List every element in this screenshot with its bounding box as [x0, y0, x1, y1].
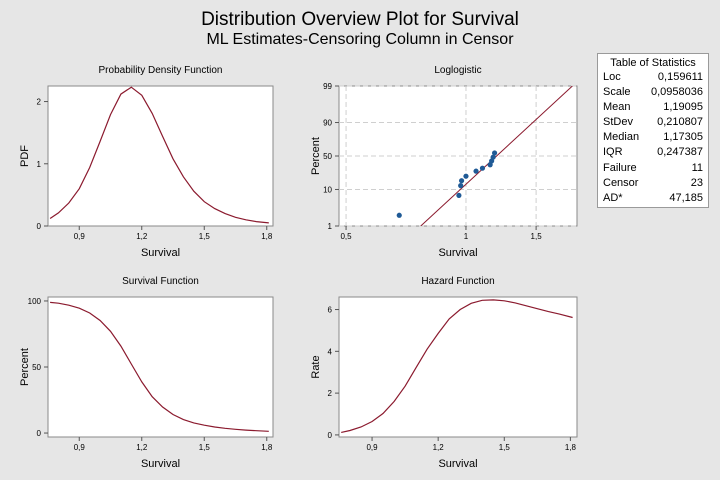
stat-value: 0,247387 [657, 146, 703, 159]
stat-value: 1,17305 [663, 131, 703, 144]
stat-row-scale: Scale 0,0958036 [603, 85, 703, 100]
survival-plot: Survival Function Survival Percent 0,9 1,2 1,… [19, 276, 274, 470]
stat-label: Scale [603, 86, 631, 99]
stat-value: 11 [691, 161, 703, 174]
loglogistic-data-point [491, 150, 498, 156]
survival-x-axis-label: Survival [141, 458, 180, 470]
stat-row-median: Median 1,17305 [603, 130, 703, 145]
loglogistic-data-point [456, 192, 462, 199]
statistics-table: Table of Statistics Loc 0,159611 Scale 0,0… [597, 53, 709, 208]
survival-curve [50, 301, 269, 432]
pdf-x-tick-label: 0,9 [74, 232, 86, 241]
figure-title: Distribution Overview Plot for Survival [201, 9, 519, 30]
hazard-y-tick-label: 0 [328, 431, 333, 440]
hazard-y-tick-label: 4 [328, 347, 333, 356]
loglogistic-x-axis-label: Survival [438, 247, 477, 259]
stat-label: Censor [603, 176, 639, 189]
hazard-y-tick-label: 6 [328, 306, 333, 315]
stat-value: 0,159611 [657, 71, 703, 83]
stat-value: 47,185 [669, 191, 703, 204]
pdf-y-axis-label: PDF [19, 145, 31, 167]
hazard-plot: Hazard Function Survival Rate 0,9 1,2 1,5 1,8 0… [310, 276, 578, 470]
hazard-x-tick-label: 1,8 [565, 443, 577, 452]
pdf-y-tick-label: 1 [37, 160, 42, 169]
loglogistic-data-point [463, 173, 469, 179]
hazard-x-tick-label: 0,9 [366, 443, 378, 452]
hazard-panel-title: Hazard Function [421, 276, 494, 287]
hazard-y-axis-label: Rate [310, 355, 322, 378]
stat-value: 1,19095 [663, 101, 703, 114]
pdf-x-axis-label: Survival [141, 247, 180, 259]
hazard-y-tick-label: 2 [328, 389, 333, 398]
hazard-plot-area [338, 296, 578, 438]
loglogistic-data-point [396, 212, 402, 218]
loglogistic-data-point [479, 165, 486, 171]
loglogistic-y-tick-label: 1 [328, 222, 333, 231]
pdf-plot-area [47, 85, 274, 227]
stat-label: Loc [603, 71, 621, 83]
loglogistic-data-point [458, 183, 464, 189]
stat-value: 0,210807 [657, 116, 703, 129]
survival-y-tick-label: 0 [37, 429, 42, 438]
loglogistic-fit-line [420, 86, 573, 226]
stat-value: 23 [690, 176, 703, 189]
survival-x-tick-label: 1,2 [136, 443, 148, 452]
pdf-x-tick-label: 1,2 [136, 232, 148, 241]
stat-label: IQR [603, 146, 623, 159]
stat-row-censor: Censor 23 [603, 176, 703, 191]
loglogistic-x-tick-label: 1,5 [531, 232, 543, 241]
stat-row-loc: Loc 0,159611 [603, 70, 703, 85]
loglogistic-data-point [458, 178, 465, 184]
loglogistic-y-tick-label: 10 [323, 185, 332, 194]
loglogistic-panel-title: Loglogistic [434, 65, 481, 76]
hazard-x-axis-label: Survival [438, 458, 477, 470]
loglogistic-y-tick-label: 50 [323, 152, 332, 161]
stat-row-ad: AD* 47,185 [603, 191, 703, 206]
loglogistic-plot: Loglogistic Survival Percent 0,5 1 1,5 1 10 50 90… [310, 65, 578, 259]
stat-label: Failure [603, 161, 637, 174]
loglogistic-x-tick-label: 1 [464, 232, 469, 241]
statistics-table-title: Table of Statistics [610, 57, 696, 69]
pdf-panel-title: Probability Density Function [99, 65, 223, 76]
pdf-x-tick-label: 1,5 [199, 232, 211, 241]
loglogistic-y-tick-label: 99 [323, 82, 332, 91]
hazard-curve [341, 299, 573, 433]
loglogistic-data-point [490, 154, 496, 160]
stat-row-stdev: StDev 0,210807 [603, 115, 703, 130]
stat-label: AD* [603, 191, 623, 204]
hazard-x-tick-label: 1,5 [499, 443, 511, 452]
survival-x-tick-label: 0,9 [74, 443, 86, 452]
stat-label: Mean [603, 101, 631, 114]
stat-row-mean: Mean 1,19095 [603, 100, 703, 115]
stat-label: Median [603, 131, 640, 144]
pdf-y-tick-label: 0 [37, 222, 42, 231]
hazard-x-tick-label: 1,2 [433, 443, 445, 452]
stat-row-iqr: IQR 0,247387 [603, 145, 703, 160]
stat-label: StDev [603, 116, 633, 129]
pdf-y-tick-label: 2 [37, 98, 42, 107]
survival-plot-area [47, 296, 274, 438]
figure-subtitle: ML Estimates-Censoring Column in Censor [206, 31, 514, 48]
pdf-x-tick-label: 1,8 [261, 232, 273, 241]
stat-value: 0,0958036 [651, 86, 703, 99]
loglogistic-data-point [473, 168, 479, 174]
survival-x-tick-label: 1,5 [199, 443, 211, 452]
loglogistic-y-tick-label: 90 [323, 119, 332, 128]
stat-row-failure: Failure 11 [603, 161, 703, 176]
survival-y-axis-label: Percent [19, 348, 31, 386]
survival-y-tick-label: 100 [28, 297, 42, 306]
pdf-curve [49, 86, 269, 224]
survival-x-tick-label: 1,8 [261, 443, 273, 452]
loglogistic-plot-area [338, 85, 578, 227]
survival-y-tick-label: 50 [32, 363, 41, 372]
loglogistic-x-tick-label: 0,5 [340, 232, 352, 241]
survival-panel-title: Survival Function [122, 276, 199, 287]
loglogistic-y-axis-label: Percent [310, 137, 322, 175]
pdf-plot: Probability Density Function Survival PDF 0… [19, 65, 274, 259]
